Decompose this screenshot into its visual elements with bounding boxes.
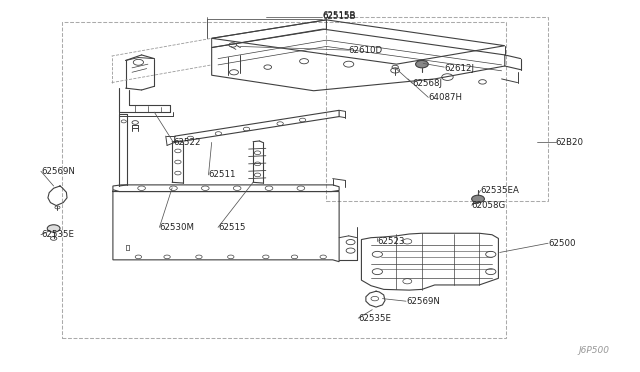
Circle shape [415, 61, 428, 68]
Text: 62058G: 62058G [472, 201, 506, 210]
Text: 64087H: 64087H [428, 93, 462, 102]
Text: 62568J: 62568J [412, 79, 442, 88]
Circle shape [47, 225, 60, 232]
Text: 62610D: 62610D [349, 46, 383, 55]
Text: 62522: 62522 [173, 138, 201, 147]
Text: 62515B: 62515B [322, 12, 355, 22]
Text: 62515B: 62515B [322, 11, 355, 20]
Text: 62530M: 62530M [159, 223, 195, 232]
Bar [326, 17, 548, 201]
Text: 62511: 62511 [209, 170, 236, 179]
Text: 62569N: 62569N [41, 167, 75, 176]
Text: 62535E: 62535E [41, 230, 74, 239]
Text: 62515: 62515 [218, 223, 246, 232]
Circle shape [472, 195, 484, 203]
Text: J6P500: J6P500 [579, 346, 610, 355]
Text: 62612J: 62612J [444, 64, 474, 73]
Text: 62500: 62500 [548, 239, 575, 248]
Bar [62, 22, 506, 338]
Text: 62B20: 62B20 [556, 138, 584, 147]
Text: 62535E: 62535E [358, 314, 391, 323]
Text: 62523: 62523 [378, 237, 405, 246]
Text: 62535EA: 62535EA [481, 186, 520, 195]
Text: 62569N: 62569N [406, 297, 440, 306]
